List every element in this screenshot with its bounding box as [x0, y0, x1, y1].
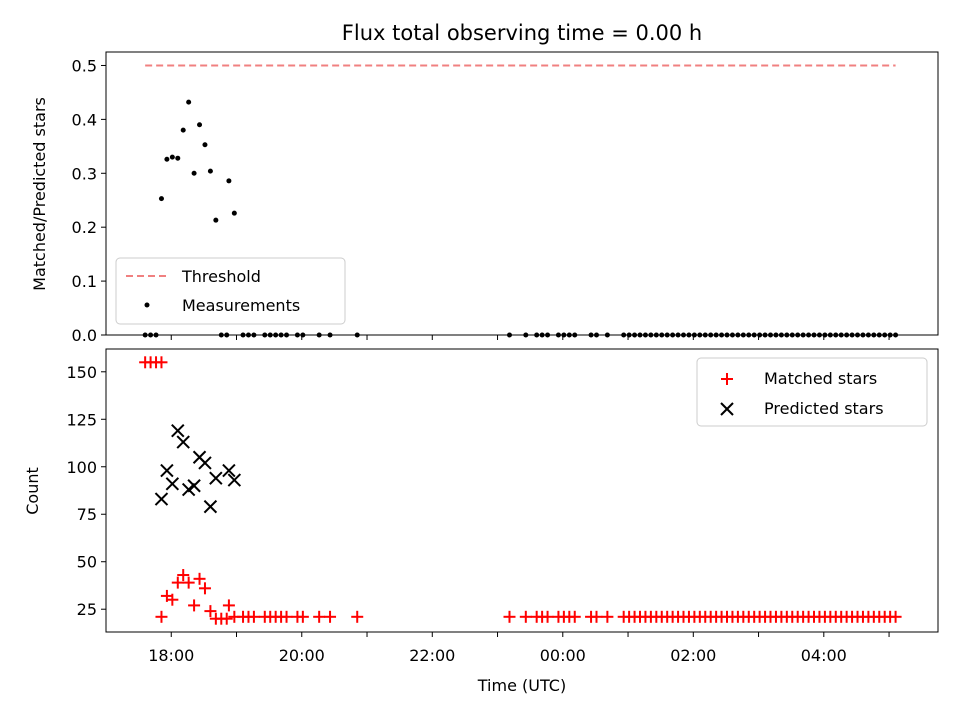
top-x-ticks	[170, 335, 890, 340]
top-legend-box	[115, 257, 346, 325]
count-panel: 25 50 75 100 125 150 18:00 20:00 22:00 00:00 02:0…	[23, 348, 939, 695]
measurement-point	[158, 196, 164, 202]
measurement-point	[213, 217, 219, 223]
legend-matched-label: Matched stars	[764, 369, 877, 388]
matched-stars-point	[280, 610, 293, 623]
measurement-point	[226, 178, 232, 184]
matched-stars-point	[166, 593, 179, 606]
top-y-axis: 0.0 0.1 0.2 0.3 0.4 0.5	[72, 56, 106, 345]
measurement-point	[180, 127, 186, 133]
matched-stars-point	[188, 599, 201, 612]
bottom-plot-frame	[105, 348, 939, 633]
predicted-stars-point	[171, 423, 185, 438]
measurement-point	[197, 122, 203, 128]
matched-stars-point	[204, 605, 217, 618]
matched-stars-point	[568, 610, 581, 623]
measurement-point	[186, 99, 192, 105]
matched-stars-point	[519, 610, 532, 623]
matched-stars-point	[889, 610, 902, 623]
matched-stars-point	[155, 356, 168, 369]
matched-stars-point	[247, 610, 260, 623]
predicted-stars-point	[198, 456, 212, 470]
matched-stars-point	[171, 576, 184, 589]
matched-stars-point	[222, 599, 235, 612]
measurement-point	[175, 155, 181, 161]
legend-measurements-swatch	[144, 302, 150, 308]
top-legend: Threshold Measurements	[115, 257, 346, 325]
predicted-stars-point	[187, 479, 201, 493]
predicted-stars-point	[203, 499, 218, 514]
matched-stars-point	[177, 569, 190, 582]
legend-threshold-label: Threshold	[181, 267, 261, 286]
top-y-tick-label: 0.5	[72, 56, 97, 75]
bottom-y-tick-label: 25	[77, 600, 97, 619]
matched-stars-point	[155, 610, 168, 623]
measurement-point	[191, 170, 197, 176]
top-plot-frame	[105, 51, 939, 336]
predicted-stars-point	[227, 473, 242, 487]
legend-measurements-label: Measurements	[182, 296, 300, 315]
measurement-point	[169, 154, 175, 160]
bottom-y-tick-label: 50	[77, 553, 97, 572]
matched-stars-point	[198, 582, 211, 595]
matched-stars-point	[351, 610, 364, 623]
chart-title: Flux total observing time = 0.00 h	[342, 21, 702, 45]
predicted-stars-point	[160, 463, 174, 478]
matched-stars-point	[296, 610, 309, 623]
matched-stars-point	[313, 610, 326, 623]
bottom-y-tick-label: 125	[66, 410, 97, 429]
bottom-legend-box	[696, 357, 928, 427]
matched-stars-point	[220, 612, 233, 625]
legend-matched-swatch	[721, 373, 733, 385]
matched-stars-point	[503, 610, 516, 623]
measurement-point	[164, 156, 170, 162]
legend-predicted-swatch	[720, 402, 734, 416]
bottom-y-tick-label: 75	[77, 505, 97, 524]
predicted-stars-point	[209, 471, 223, 485]
top-y-tick-label: 0.3	[72, 164, 97, 183]
bottom-x-tick-label: 04:00	[801, 646, 847, 665]
bottom-y-axis: 25 50 75 100 125 150	[66, 363, 106, 619]
bottom-legend: Matched stars Predicted stars	[696, 357, 928, 427]
top-y-tick-label: 0.4	[72, 110, 97, 129]
bottom-x-tick-label: 02:00	[670, 646, 716, 665]
bottom-x-tick-label: 00:00	[540, 646, 586, 665]
top-y-tick-label: 0.0	[72, 326, 97, 345]
measurement-point	[202, 142, 208, 148]
matched-stars-point	[601, 610, 614, 623]
predicted-stars-point	[154, 492, 169, 506]
bottom-x-tick-label: 20:00	[279, 646, 325, 665]
bottom-y-tick-label: 100	[66, 458, 97, 477]
matched-stars-point	[541, 610, 554, 623]
predicted-stars-point	[176, 435, 190, 449]
bottom-x-axis-label: Time (UTC)	[477, 676, 566, 695]
bottom-y-axis-label: Count	[23, 467, 42, 515]
matched-stars-point	[193, 572, 206, 585]
measurement-point	[207, 168, 213, 174]
matched-stars-point	[182, 576, 195, 589]
matched-stars-point	[324, 610, 337, 623]
ratio-panel: 0.0 0.1 0.2 0.3 0.4 0.5 Matched/Predicted sta…	[30, 51, 939, 345]
top-y-tick-label: 0.1	[72, 272, 97, 291]
bottom-x-tick-label: 18:00	[148, 646, 194, 665]
predicted-stars-point	[222, 463, 236, 478]
matched-stars-point	[590, 610, 603, 623]
bottom-x-tick-label: 22:00	[409, 646, 455, 665]
bottom-y-tick-label: 150	[66, 363, 97, 382]
top-y-tick-label: 0.2	[72, 218, 97, 237]
top-y-axis-label: Matched/Predicted stars	[30, 97, 49, 291]
legend-predicted-label: Predicted stars	[764, 399, 884, 418]
bottom-x-axis: 18:00 20:00 22:00 00:00 02:00 04:00	[148, 632, 890, 665]
predicted-stars-point	[165, 477, 180, 491]
measurement-point	[231, 210, 237, 216]
